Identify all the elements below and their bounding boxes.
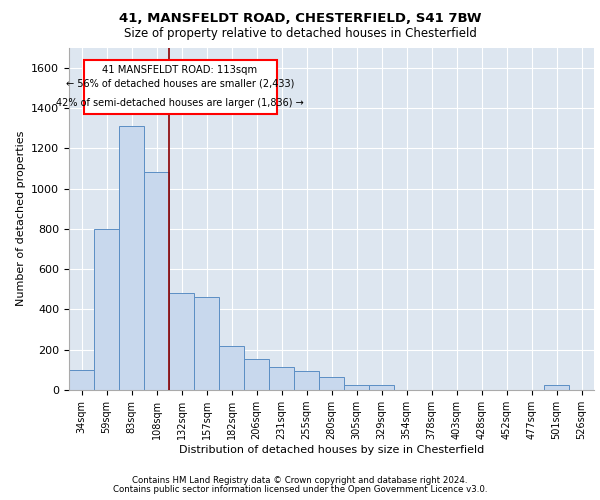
Text: 41 MANSFELDT ROAD: 113sqm: 41 MANSFELDT ROAD: 113sqm (103, 65, 257, 75)
X-axis label: Distribution of detached houses by size in Chesterfield: Distribution of detached houses by size … (179, 445, 484, 455)
Text: Contains public sector information licensed under the Open Government Licence v3: Contains public sector information licen… (113, 485, 487, 494)
Bar (69, 370, 94, 390)
Text: ← 56% of detached houses are smaller (2,433): ← 56% of detached houses are smaller (2,… (66, 78, 294, 88)
Text: 41, MANSFELDT ROAD, CHESTERFIELD, S41 7BW: 41, MANSFELDT ROAD, CHESTERFIELD, S41 7B… (119, 12, 481, 26)
Bar (319, 377, 344, 390)
Bar (294, 371, 319, 390)
FancyBboxPatch shape (83, 60, 277, 114)
Bar (369, 385, 394, 390)
Text: Contains HM Land Registry data © Crown copyright and database right 2024.: Contains HM Land Registry data © Crown c… (132, 476, 468, 485)
Bar (144, 172, 169, 390)
Bar (119, 126, 144, 390)
Text: 42% of semi-detached houses are larger (1,836) →: 42% of semi-detached houses are larger (… (56, 98, 304, 108)
Bar (544, 385, 569, 390)
Bar (219, 346, 244, 390)
Bar (194, 298, 219, 390)
Bar (269, 367, 294, 390)
Y-axis label: Number of detached properties: Number of detached properties (16, 131, 26, 306)
Bar (244, 359, 269, 390)
Bar (169, 294, 194, 390)
Bar (94, 229, 119, 390)
Text: Size of property relative to detached houses in Chesterfield: Size of property relative to detached ho… (124, 28, 476, 40)
Bar (344, 385, 369, 390)
